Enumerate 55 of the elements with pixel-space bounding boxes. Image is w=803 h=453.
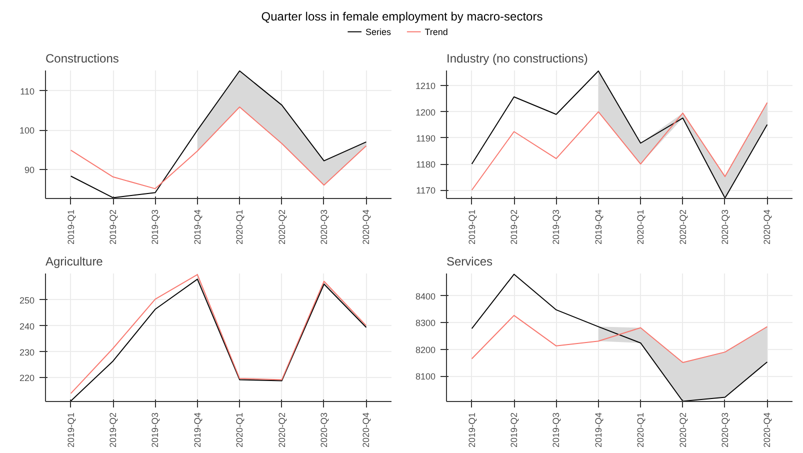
legend-label: Series — [365, 26, 392, 37]
x-tick-label: 2019-Q3 — [551, 209, 562, 245]
y-tick-label: 110 — [20, 86, 35, 96]
x-tick-label: 2020-Q4 — [361, 412, 372, 448]
y-tick-label: 250 — [19, 295, 35, 306]
y-tick-label: 90 — [24, 164, 35, 175]
x-tick-label: 2020-Q3 — [318, 412, 329, 448]
text: Quarter loss in female employment by macro-sectors — [261, 9, 543, 24]
x-tick-label: 2019-Q3 — [150, 209, 160, 245]
y-tick-label: 230 — [19, 347, 35, 358]
x-tick-label: 2020-Q4 — [361, 209, 372, 245]
x-tick-label: 2019-Q1 — [466, 209, 477, 245]
x-tick-label: 2020-Q2 — [678, 209, 688, 245]
x-tick-label: 2020-Q2 — [276, 209, 287, 245]
x-tick-label: 2019-Q4 — [192, 209, 202, 245]
x-tick-label: 2020-Q1 — [234, 412, 245, 448]
x-tick-label: 2020-Q3 — [720, 209, 730, 245]
x-tick-label: 2019-Q2 — [108, 209, 118, 245]
y-tick-label: 1190 — [416, 133, 436, 144]
x-tick-label: 2019-Q4 — [593, 209, 604, 245]
x-tick-label: 2020-Q4 — [762, 412, 772, 448]
x-tick-label: 2019-Q1 — [66, 209, 76, 245]
x-tick-label: 2020-Q4 — [762, 209, 772, 245]
chart-title: Constructions — [46, 52, 119, 66]
y-tick-label: 1200 — [415, 107, 436, 118]
x-tick-label: 2020-Q2 — [276, 412, 287, 448]
chart-title: Agriculture — [46, 254, 104, 268]
y-tick-label: 8200 — [415, 344, 436, 355]
legend-label: Trend — [424, 26, 448, 37]
x-tick-label: 2020-Q3 — [720, 412, 730, 448]
y-tick-label: 240 — [19, 321, 35, 332]
y-tick-label: 1210 — [415, 81, 436, 92]
x-tick-label: 2019-Q1 — [466, 412, 477, 448]
x-tick-label: 2020-Q3 — [318, 209, 329, 245]
y-tick-label: 220 — [19, 373, 35, 384]
y-tick-label: 100 — [19, 126, 35, 136]
x-tick-label: 2020-Q1 — [234, 209, 245, 245]
x-tick-label: 2019-Q2 — [509, 412, 520, 448]
y-tick-label: 8100 — [415, 372, 436, 382]
chart-title: Industry (no constructions) — [446, 52, 588, 66]
x-tick-label: 2019-Q1 — [66, 412, 76, 448]
y-tick-label: 1180 — [416, 160, 436, 170]
x-tick-label: 2020-Q2 — [678, 412, 688, 448]
x-tick-label: 2019-Q2 — [509, 209, 520, 245]
chart-title: Services — [446, 254, 493, 268]
x-tick-label: 2020-Q1 — [636, 209, 646, 245]
y-tick-label: 8400 — [415, 291, 436, 302]
x-tick-label: 2019-Q4 — [593, 412, 604, 448]
x-tick-label: 2019-Q3 — [551, 412, 562, 448]
x-tick-label: 2019-Q3 — [150, 412, 160, 448]
y-tick-label: 8300 — [415, 318, 436, 328]
x-tick-label: 2019-Q4 — [192, 412, 202, 448]
y-tick-label: 1170 — [416, 186, 436, 196]
x-tick-label: 2020-Q1 — [636, 412, 646, 448]
x-tick-label: 2019-Q2 — [108, 412, 118, 448]
